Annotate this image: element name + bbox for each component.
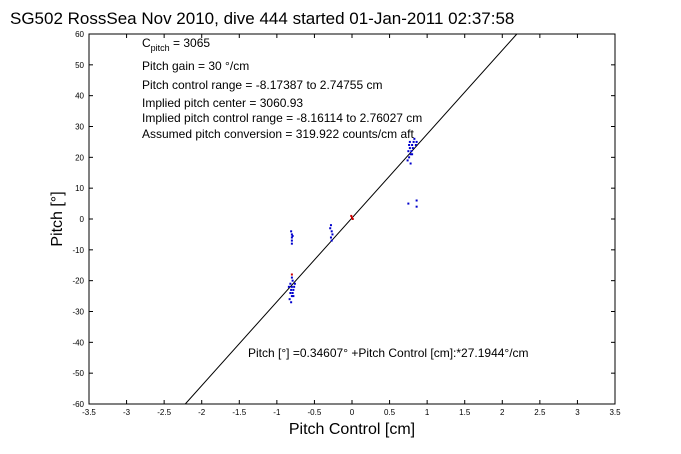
- data-point: [289, 282, 292, 285]
- data-point: [290, 295, 293, 298]
- data-point: [409, 162, 412, 165]
- pitch-control-range-annotation: Pitch control range = -8.17387 to 2.7475…: [142, 78, 383, 92]
- assumed-pitch-conversion-annotation: Assumed pitch conversion = 319.922 count…: [142, 127, 414, 141]
- fit-line-layer: [184, 33, 518, 405]
- x-axis: -3.5 -3 -2.5 -2 -1.5 -1 -0.5 0 0.5 1 1.5 2 2.5 3 3.5: [82, 34, 621, 417]
- y-tick-label: 0: [80, 215, 85, 224]
- data-point: [412, 140, 415, 143]
- y-tick-label: -50: [72, 369, 84, 378]
- data-point: [411, 144, 414, 146]
- data-point: [409, 153, 412, 156]
- data-point: [413, 137, 416, 140]
- x-tick-label: -3.5: [82, 408, 96, 417]
- data-point: [331, 233, 334, 236]
- annotation-block: Cpitch = 3065 Pitch gain = 30 °/cm Pitch…: [142, 36, 529, 360]
- implied-pitch-control-range-annotation: Implied pitch control range = -8.16114 t…: [142, 111, 422, 125]
- x-tick-label: -1: [273, 408, 281, 417]
- data-point: [290, 285, 293, 288]
- data-point: [291, 292, 294, 294]
- x-tick-label: 1: [425, 408, 430, 417]
- data-point: [411, 153, 414, 156]
- data-point: [415, 199, 418, 202]
- data-point: [410, 150, 413, 153]
- data-point: [293, 282, 296, 285]
- y-axis-label: Pitch [°]: [49, 191, 66, 246]
- data-point: [329, 224, 332, 227]
- data-point: [292, 288, 295, 291]
- x-tick-label: 2: [500, 408, 505, 417]
- chart-title: SG502 RossSea Nov 2010, dive 444 started…: [10, 9, 514, 28]
- y-tick-label: -40: [72, 338, 84, 347]
- data-point: [414, 144, 417, 146]
- x-tick-label: -0.5: [308, 408, 322, 417]
- y-tick-label: 60: [75, 30, 84, 39]
- data-point: [408, 156, 411, 159]
- data-point: [407, 202, 410, 205]
- x-tick-label: -2.5: [157, 408, 171, 417]
- y-tick-label: 20: [75, 153, 84, 162]
- y-tick-label: 40: [75, 92, 84, 101]
- data-point: [290, 239, 293, 242]
- x-tick-label: -2: [198, 408, 206, 417]
- data-point: [290, 236, 293, 239]
- x-axis-label: Pitch Control [cm]: [289, 421, 415, 438]
- data-point: [288, 298, 291, 301]
- data-point: [290, 230, 293, 233]
- data-point: [351, 216, 353, 219]
- data-point: [408, 140, 411, 143]
- data-point: [290, 273, 293, 276]
- data-point: [290, 276, 293, 279]
- data-points-layer: [287, 137, 418, 304]
- pitch-gain-annotation: Pitch gain = 30 °/cm: [142, 59, 249, 73]
- y-tick-label: 10: [75, 184, 84, 193]
- x-tick-label: 3.5: [609, 408, 621, 417]
- data-point: [330, 230, 333, 233]
- fit-line: [184, 33, 518, 405]
- data-point: [408, 144, 411, 146]
- data-point: [407, 150, 410, 153]
- data-point: [408, 147, 411, 150]
- data-point: [291, 234, 294, 237]
- data-point: [290, 233, 293, 236]
- data-point: [329, 236, 332, 239]
- c-pitch-annotation: Cpitch = 3065: [142, 36, 210, 53]
- data-point: [290, 288, 293, 291]
- data-point: [290, 301, 293, 304]
- x-tick-label: 1.5: [459, 408, 471, 417]
- fit-equation-annotation: Pitch [°] =0.34607° +Pitch Control [cm]:…: [248, 346, 529, 360]
- y-tick-label: 30: [75, 123, 84, 132]
- data-point: [411, 147, 414, 150]
- data-point: [350, 214, 353, 217]
- data-point: [291, 279, 294, 282]
- x-tick-label: 0.5: [384, 408, 396, 417]
- data-point: [287, 285, 290, 288]
- data-point: [351, 218, 354, 220]
- y-tick-label: -20: [72, 277, 84, 286]
- x-tick-label: -3: [123, 408, 131, 417]
- data-point: [290, 242, 293, 245]
- x-tick-label: 3: [575, 408, 580, 417]
- y-axis: 60 50 40 30 20 10 0 -10 -20 -30 -40 -50 -60: [72, 30, 615, 409]
- data-point: [329, 227, 332, 230]
- data-point: [289, 292, 292, 294]
- data-point: [415, 140, 418, 143]
- y-tick-label: -60: [72, 400, 84, 409]
- data-point: [330, 239, 333, 242]
- y-tick-label: -10: [72, 246, 84, 255]
- y-tick-label: -30: [72, 308, 84, 317]
- data-point: [415, 205, 418, 208]
- data-point: [406, 159, 409, 162]
- implied-pitch-center-annotation: Implied pitch center = 3060.93: [142, 96, 303, 110]
- x-tick-label: 2.5: [534, 408, 546, 417]
- data-point: [292, 295, 295, 298]
- data-point: [293, 285, 296, 288]
- y-tick-label: 50: [75, 61, 84, 70]
- x-tick-label: -1.5: [232, 408, 246, 417]
- x-tick-label: 0: [350, 408, 355, 417]
